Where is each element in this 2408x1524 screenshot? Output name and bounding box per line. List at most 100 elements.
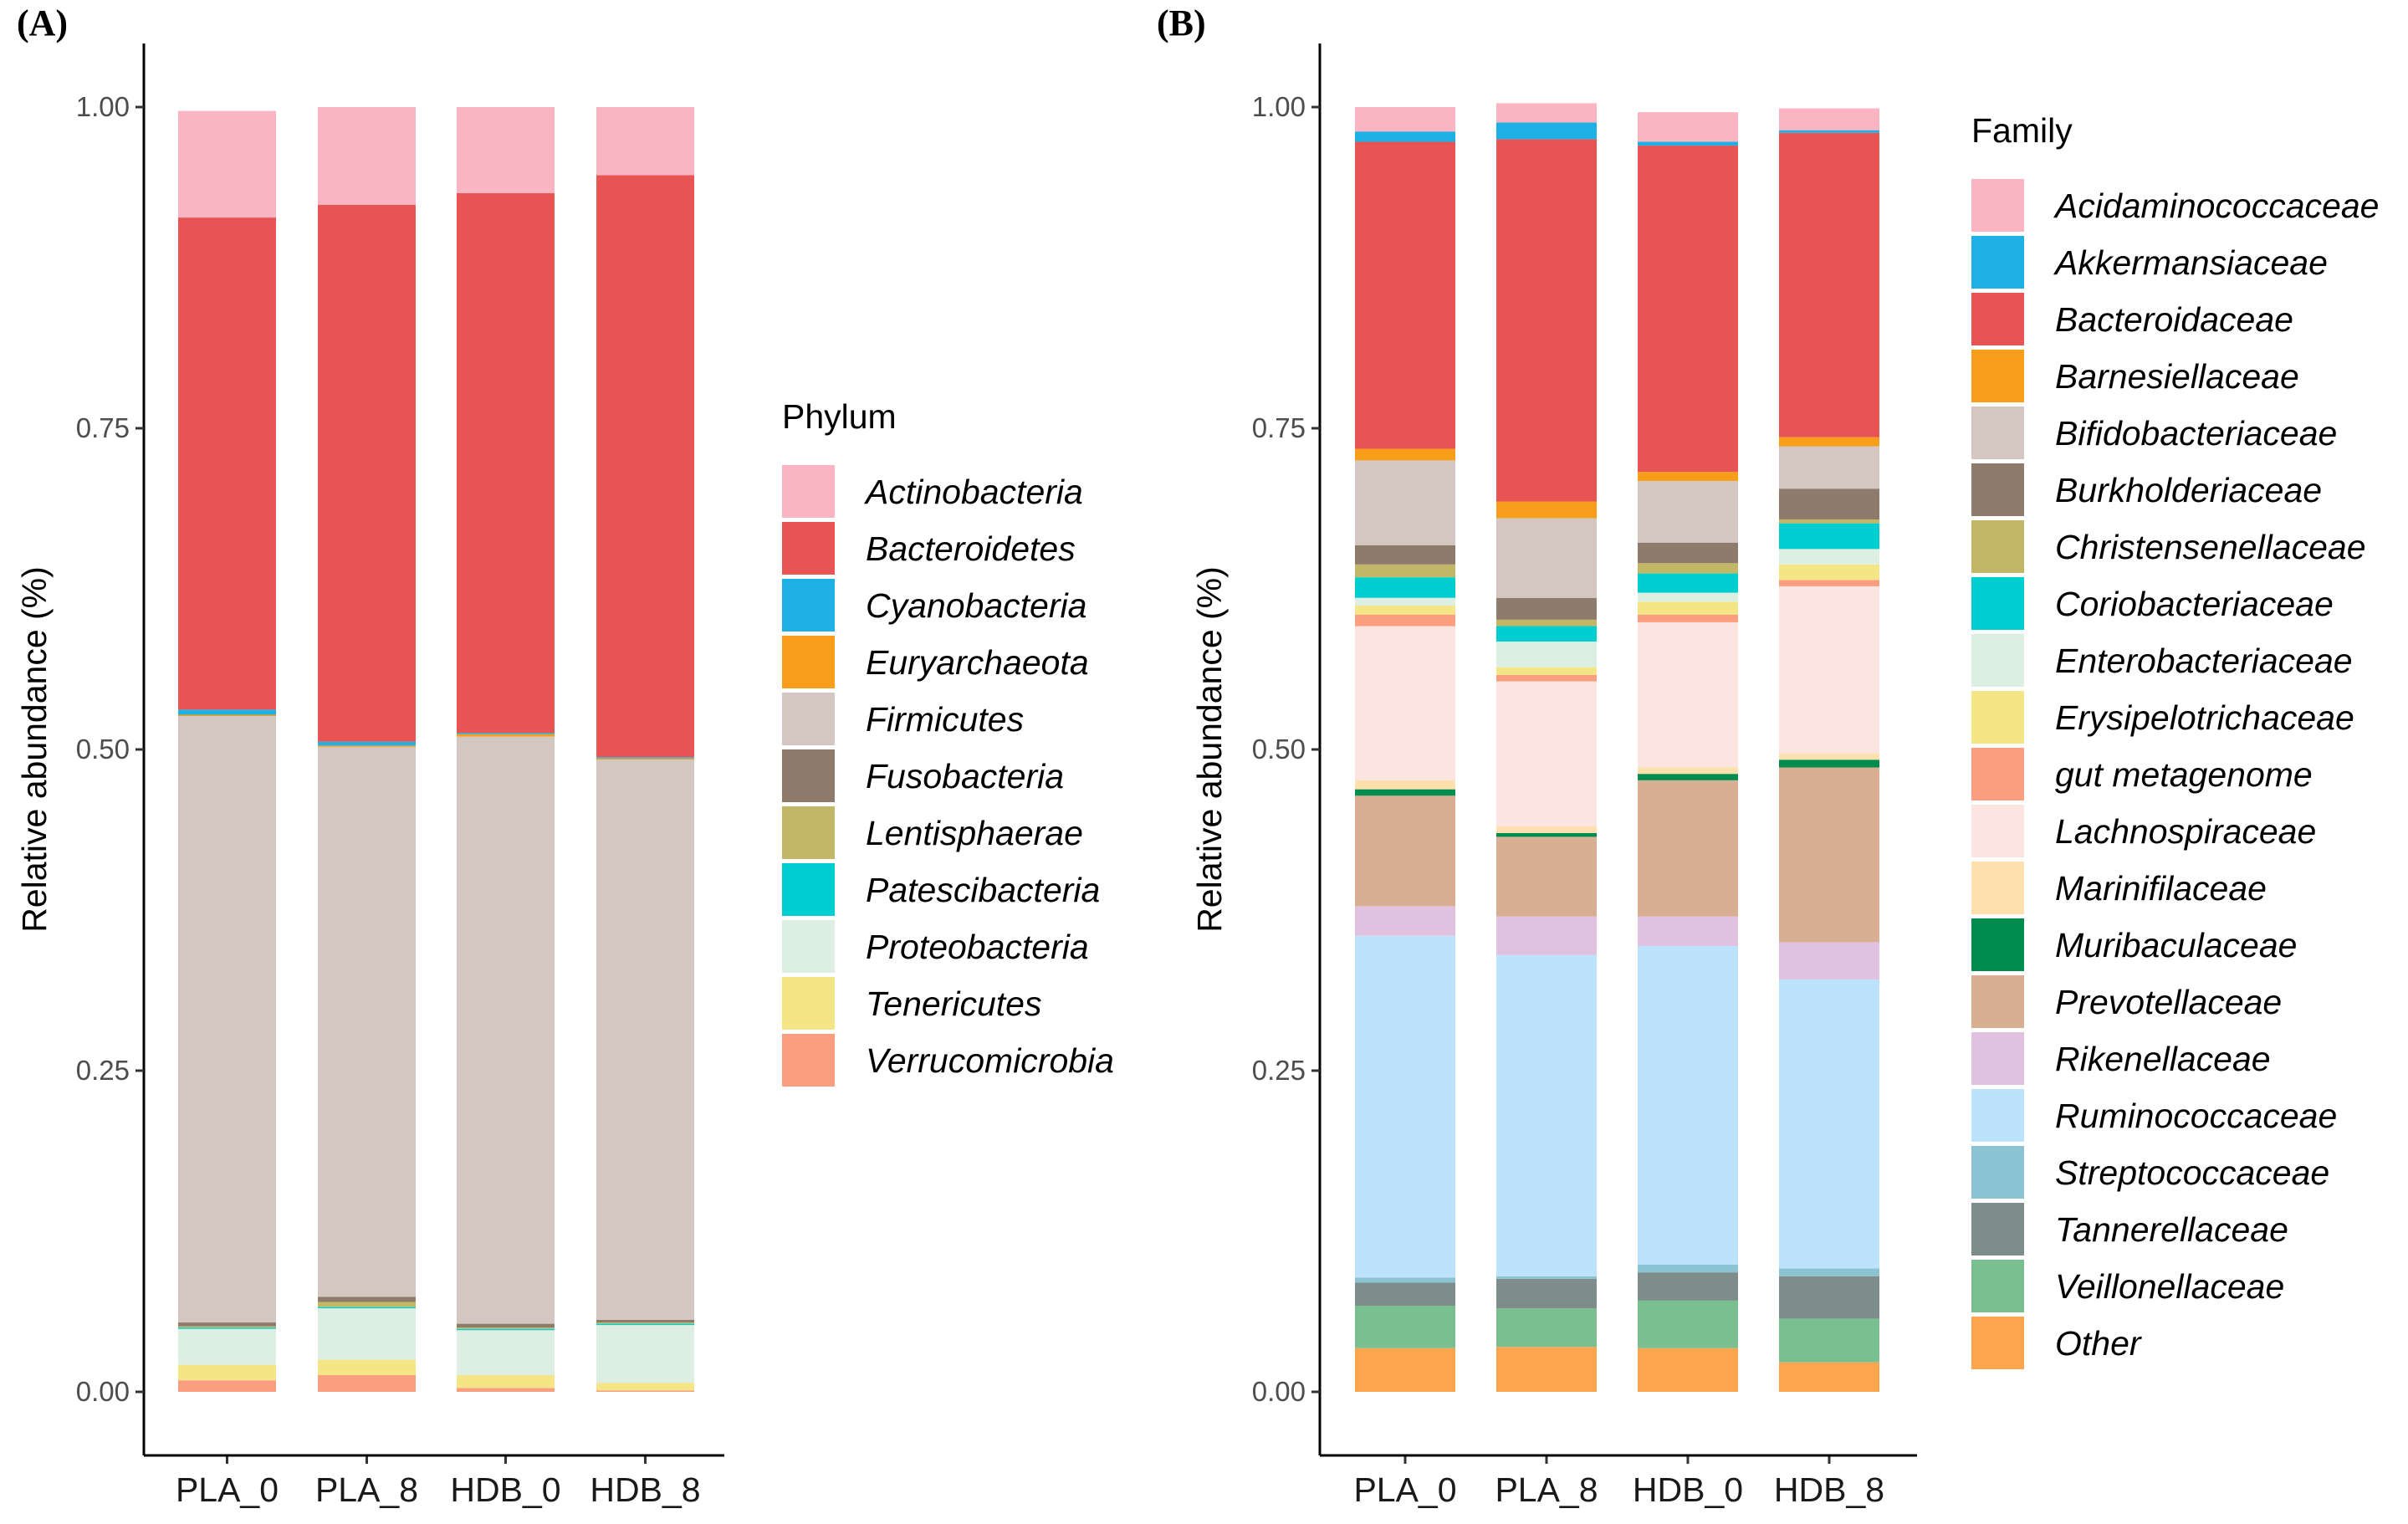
bar-segment-gut-metagenome-PLA_8 xyxy=(1496,674,1597,682)
bar-segment-firmicutes-HDB_0 xyxy=(457,736,555,1324)
legend-title: Phylum xyxy=(782,397,897,436)
legend-swatch xyxy=(1971,1203,2024,1256)
bar-segment-marinifilaceae-PLA_8 xyxy=(1496,826,1597,833)
bar-segment-tannerellaceae-PLA_0 xyxy=(1355,1282,1455,1307)
x-tick-label: PLA_8 xyxy=(1495,1470,1598,1509)
bar-segment-marinifilaceae-PLA_0 xyxy=(1355,780,1455,790)
bar-segment-streptococcaceae-PLA_8 xyxy=(1496,1276,1597,1279)
bar-segment-fusobacteria-HDB_0 xyxy=(457,1323,555,1328)
bar-segment-acidaminococcaceae-HDB_8 xyxy=(1779,108,1879,130)
bar-segment-coriobacteriaceae-HDB_8 xyxy=(1779,523,1879,550)
bar-segment-euryarchaeota-PLA_8 xyxy=(318,745,416,747)
x-tick-label: HDB_0 xyxy=(1633,1470,1743,1509)
legend-label: Rikenellaceae xyxy=(2055,1040,2271,1078)
bar-segment-muribaculaceae-HDB_0 xyxy=(1638,774,1738,780)
bar-segment-ruminococcaceae-HDB_0 xyxy=(1638,946,1738,1265)
bar-segment-lentisphaerae-PLA_8 xyxy=(318,1302,416,1307)
bar-segment-rikenellaceae-PLA_0 xyxy=(1355,906,1455,936)
bar-segment-christensenellaceae-PLA_0 xyxy=(1355,564,1455,578)
bar-segment-fusobacteria-HDB_8 xyxy=(596,1319,694,1323)
bar-segment-tenericutes-HDB_8 xyxy=(596,1383,694,1391)
bar-segment-bacteroidetes-PLA_0 xyxy=(178,217,276,710)
bar-segment-fusobacteria-PLA_0 xyxy=(178,1322,276,1327)
legend-label: Tannerellaceae xyxy=(2055,1210,2288,1249)
bar-segment-other-HDB_0 xyxy=(1638,1348,1738,1392)
bar-segment-burkholderiaceae-HDB_8 xyxy=(1779,488,1879,520)
legend-swatch xyxy=(782,920,835,973)
bar-segment-akkermansiaceae-PLA_8 xyxy=(1496,122,1597,140)
legend-label: Acidaminococcaceae xyxy=(2053,187,2379,225)
bar-segment-gut-metagenome-PLA_0 xyxy=(1355,614,1455,626)
bar-segment-firmicutes-HDB_8 xyxy=(596,759,694,1320)
legend-label: Erysipelotrichaceae xyxy=(2055,698,2354,737)
bar-segment-firmicutes-PLA_0 xyxy=(178,716,276,1323)
legend-b: Family Acidaminococcaceae Akkermansiaceae B… xyxy=(1971,111,2379,1369)
bar-segment-proteobacteria-HDB_8 xyxy=(596,1325,694,1383)
bar-segment-coriobacteriaceae-PLA_0 xyxy=(1355,577,1455,598)
bar-segment-fusobacteria-PLA_8 xyxy=(318,1296,416,1302)
legend-swatch xyxy=(1971,520,2024,573)
bar-segment-bacteroidaceae-PLA_0 xyxy=(1355,141,1455,449)
legend-swatch xyxy=(1971,577,2024,630)
legend-label: Bacteroidaceae xyxy=(2055,300,2293,339)
x-tick-label: HDB_8 xyxy=(590,1470,700,1509)
legend-swatch xyxy=(782,579,835,632)
bar-segment-christensenellaceae-HDB_0 xyxy=(1638,563,1738,574)
bar-segment-acidaminococcaceae-HDB_0 xyxy=(1638,112,1738,142)
bar-segment-bifidobacteriaceae-PLA_8 xyxy=(1496,518,1597,598)
legend-label: Marinifilaceae xyxy=(2055,869,2267,908)
bar-segment-lentisphaerae-HDB_8 xyxy=(596,1322,694,1324)
panel-label-b: (B) xyxy=(1157,3,1206,43)
bar-segment-rikenellaceae-HDB_8 xyxy=(1779,942,1879,979)
legend-swatch xyxy=(782,636,835,688)
legend-swatch xyxy=(782,863,835,916)
bar-segment-patescibacteria-PLA_8 xyxy=(318,1307,416,1309)
y-tick-label: 1.00 xyxy=(76,91,130,122)
bar-segment-barnesiellaceae-PLA_0 xyxy=(1355,448,1455,461)
bar-segment-tenericutes-PLA_8 xyxy=(318,1359,416,1376)
bar-stack-b-HDB_0 xyxy=(1638,112,1738,1392)
legend-a: Phylum Actinobacteria Bacteroidetes Cyanoba… xyxy=(782,397,1114,1087)
bar-segment-proteobacteria-PLA_8 xyxy=(318,1308,416,1360)
legend-label: Lachnospiraceae xyxy=(2055,812,2316,851)
bar-segment-akkermansiaceae-HDB_8 xyxy=(1779,130,1879,133)
bar-segment-barnesiellaceae-HDB_8 xyxy=(1779,437,1879,447)
bar-segment-lentisphaerae-PLA_0 xyxy=(178,1326,276,1328)
legend-swatch xyxy=(782,465,835,518)
legend-label: Proteobacteria xyxy=(866,928,1089,966)
bar-segment-rikenellaceae-HDB_0 xyxy=(1638,916,1738,947)
legend-swatch xyxy=(1971,407,2024,459)
bar-segment-firmicutes-PLA_8 xyxy=(318,746,416,1297)
legend-swatch xyxy=(1971,1146,2024,1199)
bar-segment-barnesiellaceae-PLA_8 xyxy=(1496,501,1597,519)
bar-stack-a-PLA_8 xyxy=(318,107,416,1392)
legend-label: Firmicutes xyxy=(866,700,1024,739)
bar-segment-ruminococcaceae-PLA_8 xyxy=(1496,954,1597,1276)
bar-segment-verrucomicrobia-HDB_0 xyxy=(457,1388,555,1392)
y-tick-label: 0.00 xyxy=(1252,1376,1306,1407)
legend-swatch xyxy=(782,522,835,575)
bar-segment-lachnospiraceae-HDB_8 xyxy=(1779,586,1879,754)
bar-segment-ruminococcaceae-PLA_0 xyxy=(1355,935,1455,1278)
bar-segment-muribaculaceae-PLA_8 xyxy=(1496,832,1597,837)
bar-segment-bacteroidetes-HDB_8 xyxy=(596,175,694,758)
legend-swatch xyxy=(1971,862,2024,914)
bar-segment-muribaculaceae-PLA_0 xyxy=(1355,789,1455,796)
bar-segment-cyanobacteria-HDB_0 xyxy=(457,733,555,734)
bar-segment-enterobacteriaceae-HDB_8 xyxy=(1779,549,1879,565)
y-tick-label: 0.00 xyxy=(76,1376,130,1407)
bar-segment-prevotellaceae-PLA_8 xyxy=(1496,836,1597,917)
bar-segment-actinobacteria-HDB_0 xyxy=(457,107,555,193)
legend-label: Coriobacteriaceae xyxy=(2055,585,2334,623)
legend-label: Cyanobacteria xyxy=(866,586,1086,625)
bar-segment-streptococcaceae-PLA_0 xyxy=(1355,1277,1455,1283)
bar-segment-bifidobacteriaceae-HDB_8 xyxy=(1779,446,1879,489)
bar-segment-verrucomicrobia-HDB_8 xyxy=(596,1390,694,1392)
bar-segment-other-PLA_8 xyxy=(1496,1347,1597,1392)
bar-segment-bacteroidaceae-PLA_8 xyxy=(1496,139,1597,502)
x-tick-label: PLA_0 xyxy=(176,1470,279,1509)
legend-label: Verrucomicrobia xyxy=(866,1041,1114,1080)
x-tick-label: HDB_0 xyxy=(450,1470,560,1509)
bar-segment-bifidobacteriaceae-HDB_0 xyxy=(1638,480,1738,543)
legend-swatch xyxy=(1971,236,2024,289)
